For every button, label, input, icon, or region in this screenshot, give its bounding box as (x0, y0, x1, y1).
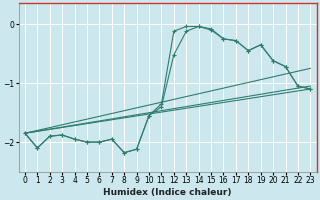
X-axis label: Humidex (Indice chaleur): Humidex (Indice chaleur) (103, 188, 232, 197)
